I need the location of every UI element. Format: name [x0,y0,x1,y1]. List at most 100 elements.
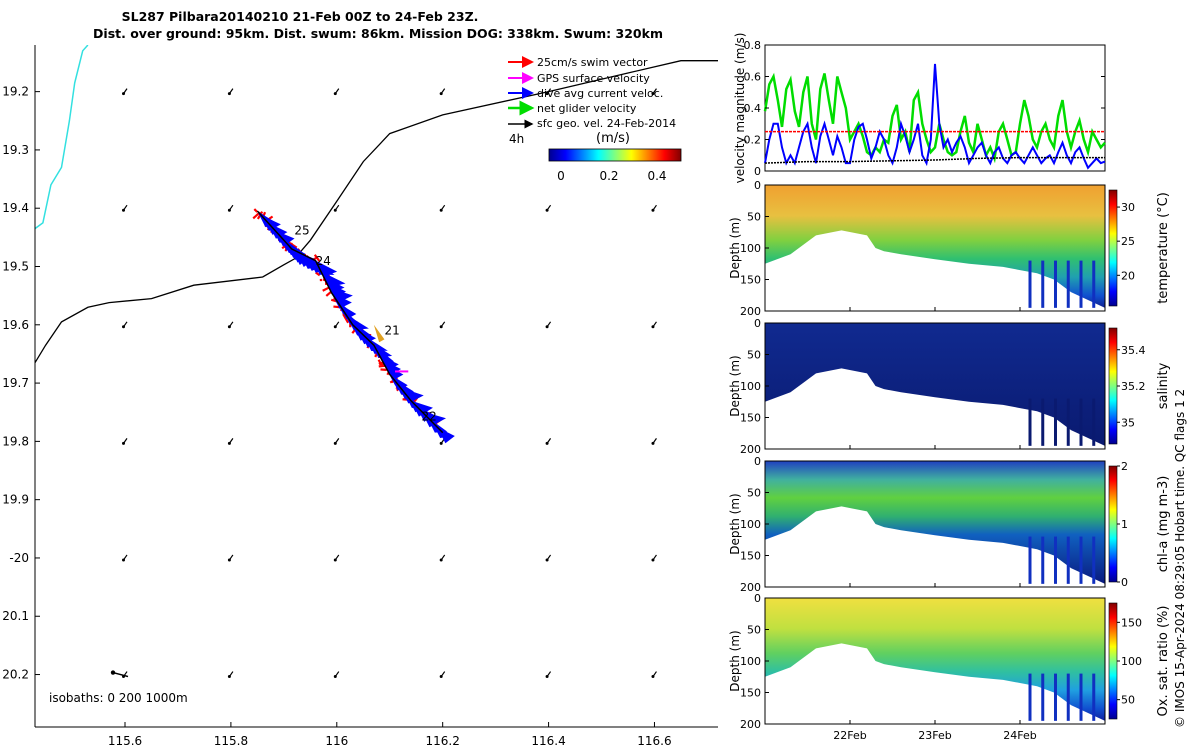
panel-y-tick-label: 150 [740,274,761,287]
panel-colorbar [1108,602,1118,720]
panel-colorbar-tick-label: 35.2 [1121,380,1146,393]
panel-y-tick-label: 150 [740,687,761,700]
dive-vector [275,230,295,247]
map-y-tick-label: 19.2 [2,85,29,99]
panel-x-tick-label: 22Feb [833,729,866,742]
panel-colorbar-tick-label: 1 [1121,518,1128,531]
day-label: 25 [294,223,309,237]
swim-vector [333,305,340,309]
panel-y-tick-label: 200 [740,581,761,594]
map-legend: 25cm/s swim vector GPS surface velocity … [508,56,682,183]
section-deep-profile [1054,536,1057,584]
dive-vector [373,345,395,362]
section-data-temperature [765,185,1105,308]
section-deep-profile [1092,536,1096,584]
map-y-tick-label: 19.7 [2,376,29,390]
panel-colorbar-tick-label: 0 [1121,576,1128,589]
isobaths-label: isobaths: 0 200 1000m [49,691,188,705]
velocity-series-sfc [764,156,1105,164]
dive-vector [315,260,338,277]
sfc-vector [651,321,657,329]
map-x-tick-label: 116.6 [637,734,671,748]
map-x-tick-label: 116.4 [531,734,565,748]
panel-y-tick-label: 200 [740,718,761,731]
panel-oxygen: 0 50 100 150 200 Depth (m) 50 100 150 Ox. sat. ra… [728,592,1171,742]
glider-track [256,210,444,434]
title-line-1: SL287 Pilbara20140210 21-Feb 00Z to 24-F… [122,9,479,24]
dive-vector [338,303,357,320]
sfc-vector [651,554,657,562]
section-deep-profile [1041,398,1045,446]
section-deep-profile [1054,673,1057,721]
sfc-vector [545,438,552,445]
dive-vector [384,364,404,381]
panel-colorbar-tick-label: 25 [1121,235,1135,248]
panel-y-tick-label: 200 [740,305,761,318]
section-deep-profile [1041,260,1045,308]
panel-y-tick-label: 150 [740,550,761,563]
section-deep-profile [1041,673,1045,721]
panel-colorbar [1108,327,1118,445]
sfc-vector [439,554,446,562]
sfc-vector [333,321,340,329]
sfc-vector [651,671,657,679]
sfc-vector [333,671,340,679]
panel-y-tick-label: 150 [740,412,761,425]
dive-vector [349,319,372,336]
section-deep-profile [1079,673,1083,721]
dive-vector [426,416,448,433]
section-deep-profile [1092,260,1096,308]
dive-vector [345,314,369,331]
legend-scale-label: 4h [509,132,524,146]
sfc-vector [651,88,657,96]
velocity-y-tick-label: 0.6 [744,71,762,84]
sfc-vector [545,88,552,96]
panel-y-tick-label: 200 [740,443,761,456]
sfc-vector [439,204,446,212]
section-deep-profile [1028,260,1032,308]
panel-colorbar-tick-label: 30 [1121,201,1135,214]
sfc-vector [333,438,340,445]
map-x-tick-label: 116 [325,734,348,748]
swim-vector [390,379,394,384]
sfc-vector [227,438,234,445]
panel-ylabel: Depth (m) [728,217,742,278]
imos-credit: © IMOS 15-Apr-2024 08:29:05 Hobart time.… [1173,389,1187,728]
section-deep-profile [1028,673,1032,721]
day-labels: 25 24 22 21 [294,223,436,423]
dive-vector [403,391,422,409]
section-deep-profile [1066,673,1070,721]
velocity-series [763,63,1106,170]
section-data-oxygen [765,598,1105,721]
map-colorbar-tick-label: 0.4 [647,169,666,183]
map-y-tick-label: 19.8 [2,434,29,448]
panel-y-tick-label: 0 [754,455,761,468]
sfc-vector [439,321,446,329]
panel-y-tick-label: 100 [740,380,761,393]
panel-salinity: 0 50 100 150 200 Depth (m) 35 35.2 35.4 salinity [728,317,1171,456]
map-x-ticks: 115.6 115.8 116 116.2 116.4 116.6 [108,722,672,748]
map-y-tick-label: 19.3 [2,143,29,157]
title-line-2: Dist. over ground: 95km. Dist. swum: 86k… [93,26,663,41]
sfc-vector [110,670,129,678]
sfc-vector [227,671,234,679]
day-label: 21 [384,324,399,338]
net-vector [373,324,385,343]
section-deep-profile [1066,398,1070,446]
section-data-chl-a [765,461,1105,584]
panel-ylabel: Depth (m) [728,355,742,416]
map-x-tick-label: 116.2 [426,734,460,748]
sfc-vector [227,554,234,562]
panel-colorbar-label: salinity [1156,362,1171,409]
panel-colorbar-label: temperature (°C) [1156,192,1171,304]
map-x-tick-label: 115.8 [214,734,248,748]
sfc-vector [227,204,234,212]
panel-y-tick-label: 0 [754,592,761,605]
section-deep-profile [1079,536,1083,584]
sfc-vector [545,554,552,562]
panel-colorbar-tick-label: 150 [1121,616,1142,629]
section-deep-profile [1079,398,1083,446]
panel-ylabel: Depth (m) [728,493,742,554]
